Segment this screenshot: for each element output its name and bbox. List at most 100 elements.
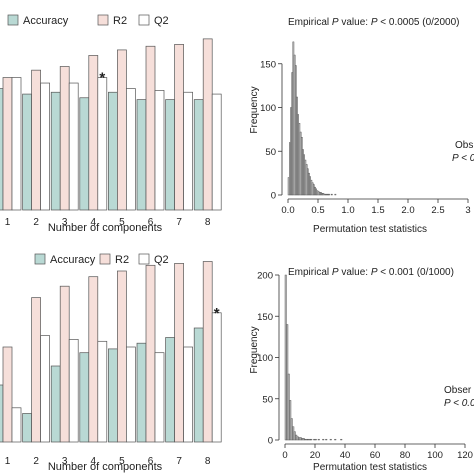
bar-r2-6 (145, 45, 156, 211)
bar-q2-2 (40, 335, 50, 443)
panel-top-right: Empirical P value: P < 0.0005 (0/2000) O… (249, 17, 474, 235)
bar-accuracy-5 (108, 91, 118, 211)
bar-q2-5 (126, 88, 136, 211)
legend-swatch-accuracy (7, 14, 19, 26)
histogram-bars-bottom-right (284, 274, 343, 441)
y-tick-label: 100 (257, 353, 273, 364)
x-tick-label: 3 (465, 205, 470, 216)
bar-r2-1 (2, 77, 13, 211)
bar-accuracy-6 (136, 342, 147, 443)
annotation-pvalue-top: Empirical P value: P < 0.0005 (0/2000) (288, 17, 460, 28)
y-axis-label-bottom-right: Frequency (249, 326, 260, 373)
legend-top-left: Accuracy R2 Q2 (7, 14, 169, 27)
bar-accuracy-1 (0, 88, 4, 211)
y-tick-label: 50 (262, 394, 273, 405)
y-axis-label-top-right: Frequency (249, 86, 260, 133)
bar-group-top-left: * (0, 38, 222, 211)
legend-swatch-accuracy (34, 253, 46, 265)
histogram-bar (314, 438, 317, 441)
side-annotation-top-1: Obs (455, 140, 473, 151)
legend-label-r2: R2 (115, 254, 129, 266)
histogram-bar (334, 438, 337, 441)
x-tick-label: 80 (400, 450, 411, 461)
histogram-bar (299, 437, 302, 441)
x-tick-label: 1 (5, 456, 11, 467)
x-tick-label: 4 (91, 456, 97, 467)
bar-q2-4 (97, 77, 108, 211)
axes-bottom-right: 0 50 100 150 200 0 20 40 60 80 100 120 (257, 271, 473, 462)
x-tick-label: 1.5 (371, 205, 384, 216)
x-tick-label: 3 (62, 217, 68, 228)
bar-accuracy-8 (193, 99, 204, 211)
histogram-bar (287, 373, 290, 441)
histogram-bar (292, 426, 295, 441)
x-tick-label: 7 (176, 217, 182, 228)
x-tick-label: 120 (457, 450, 473, 461)
histogram-bar (331, 193, 333, 196)
x-axis-label-top-right: Permutation test statistics (313, 224, 427, 235)
bar-r2-7 (174, 263, 184, 443)
bar-accuracy-8 (193, 327, 204, 443)
histogram-bar (340, 438, 343, 441)
panel-bottom-left: Accuracy R2 Q2 * 1 2 3 4 5 6 7 8 Number of comp… (0, 253, 222, 473)
histogram-bar (289, 400, 292, 441)
x-tick-label: 8 (205, 456, 211, 467)
x-tick-label: 5 (119, 217, 125, 228)
bar-q2-7 (183, 346, 193, 443)
histogram-bar (295, 434, 298, 441)
legend-label-accuracy: Accuracy (50, 254, 96, 266)
bar-accuracy-2 (22, 93, 32, 211)
bar-q2-6 (154, 90, 165, 211)
y-tick-label: 0 (271, 191, 276, 202)
x-tick-label: 2.0 (401, 205, 414, 216)
histogram-bar (304, 438, 307, 441)
x-tick-label: 7 (176, 456, 182, 467)
bar-q2-1 (11, 407, 22, 443)
bar-accuracy-4 (79, 97, 90, 211)
legend-swatch-r2 (99, 253, 111, 265)
x-tick-label: 2 (33, 456, 39, 467)
histogram-bar (310, 438, 313, 441)
legend-swatch-q2 (138, 14, 150, 26)
bar-r2-5 (117, 270, 127, 443)
x-tick-label: 40 (340, 450, 351, 461)
histogram-bar (296, 436, 299, 441)
bar-accuracy-3 (50, 365, 61, 443)
bar-r2-7 (174, 44, 184, 211)
histogram-bar (317, 438, 320, 441)
axes-top-right: 0 50 100 150 0.0 0.5 1.0 1.5 2.0 2.5 3 (260, 59, 471, 216)
y-tick-label: 150 (257, 312, 273, 323)
legend-swatch-r2 (97, 14, 109, 26)
bar-group-bottom-left: * (0, 261, 222, 443)
histogram-bar (325, 438, 328, 441)
histogram-bar (313, 438, 316, 441)
x-tick-label: 1.0 (341, 205, 354, 216)
histogram-bar (302, 438, 305, 441)
histogram-bar (301, 438, 304, 441)
histogram-bar (328, 193, 331, 196)
x-tick-label: 100 (427, 450, 443, 461)
histogram-bar (286, 324, 289, 441)
bar-q2-7 (183, 91, 193, 211)
bar-q2-8 (211, 312, 222, 443)
y-tick-label: 0 (268, 436, 273, 447)
bar-accuracy-6 (136, 99, 147, 211)
bar-q2-1 (11, 77, 22, 211)
bar-accuracy-7 (165, 337, 175, 443)
y-tick-label: 150 (260, 59, 276, 70)
histogram-bar (308, 438, 311, 441)
bar-q2-8 (211, 93, 222, 211)
legend-swatch-q2 (138, 253, 150, 265)
highlight-star: * (99, 70, 105, 87)
x-tick-label: 1 (5, 217, 11, 228)
x-tick-label: 3 (62, 456, 68, 467)
x-tick-label: 2 (33, 217, 39, 228)
histogram-bar (334, 193, 337, 196)
x-tick-label: 6 (148, 217, 154, 228)
bar-accuracy-1 (0, 384, 4, 443)
x-axis-label-bottom-right: Permutation test statistics (313, 462, 427, 473)
x-ticks-top-left: 1 2 3 4 5 6 7 8 (5, 217, 211, 228)
histogram-bar (305, 438, 308, 441)
y-tick-label: 200 (257, 271, 273, 282)
